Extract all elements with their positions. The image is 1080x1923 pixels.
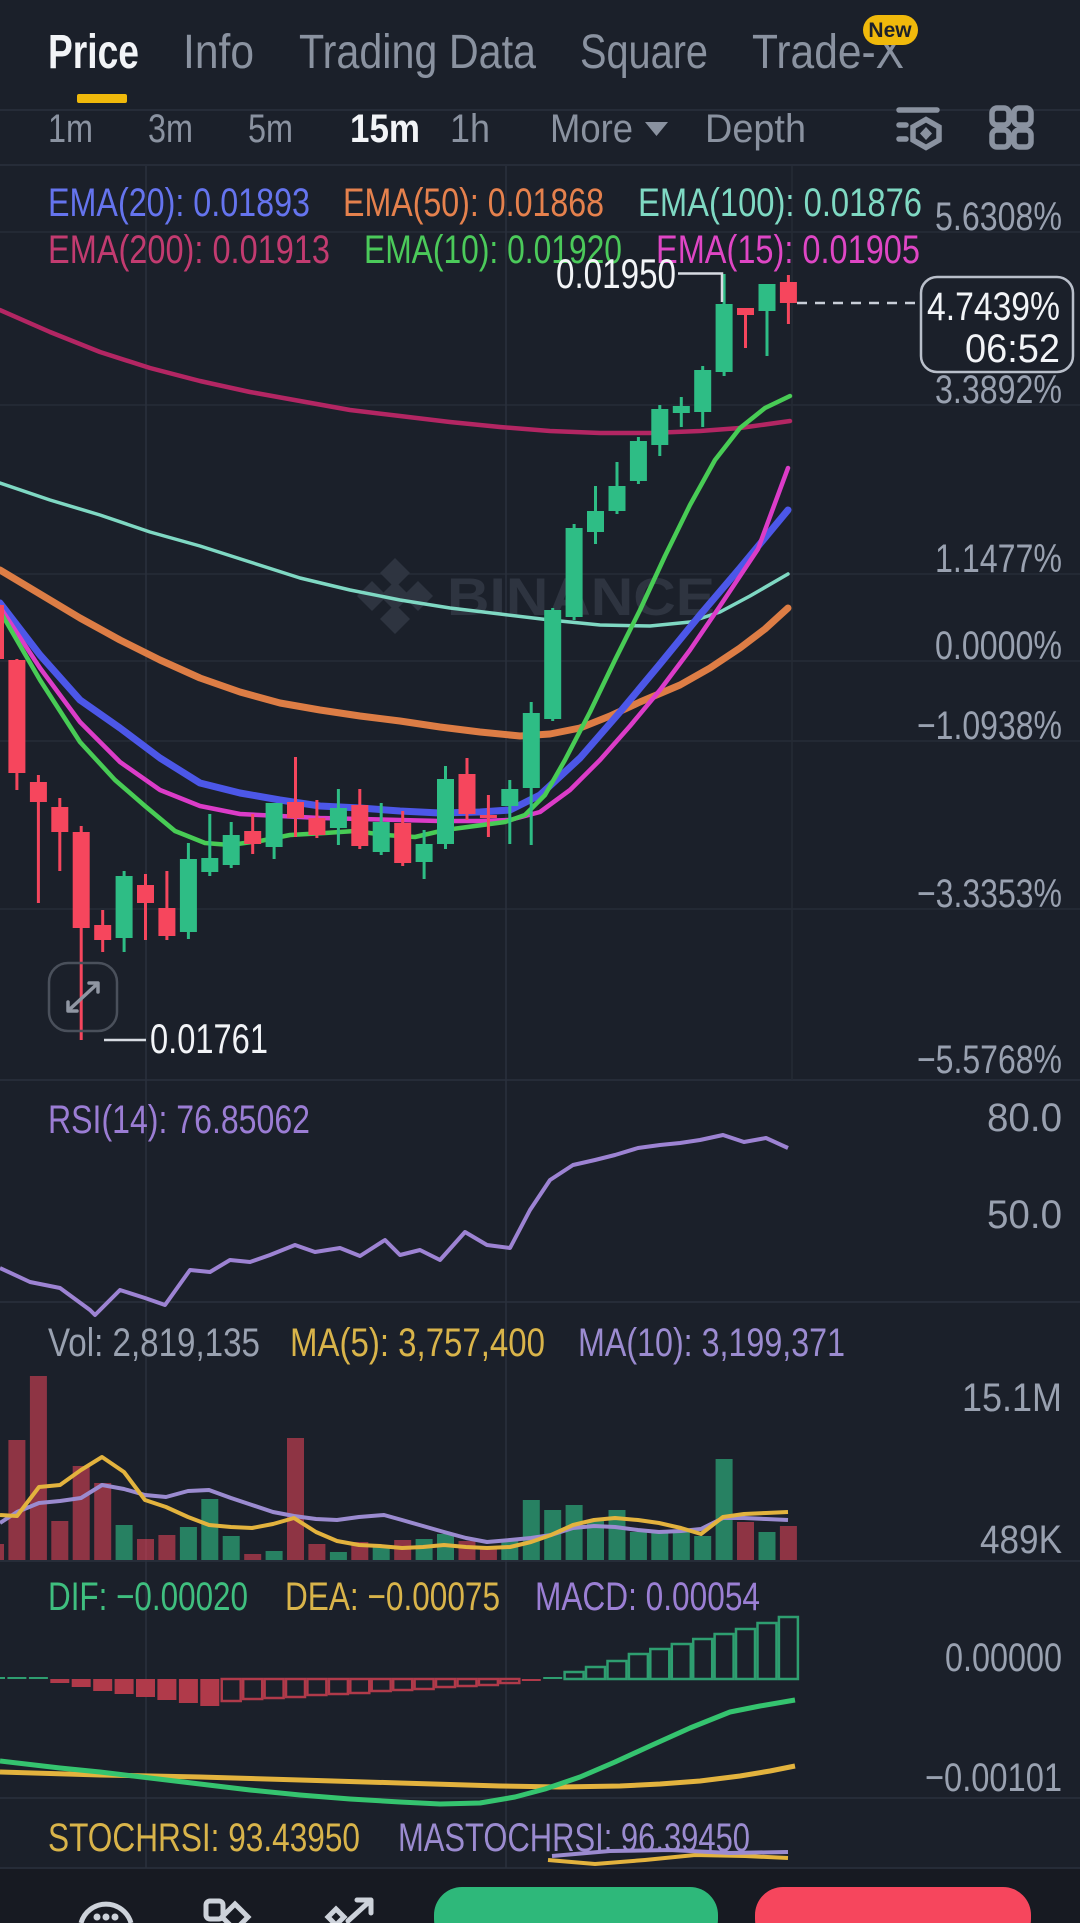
- svg-text:MACD: 0.00054: MACD: 0.00054: [535, 1575, 760, 1619]
- svg-text:3m: 3m: [148, 107, 193, 151]
- svg-text:−5.5768%: −5.5768%: [917, 1038, 1062, 1082]
- svg-text:EMA(20): 0.01893: EMA(20): 0.01893: [48, 181, 310, 225]
- svg-text:4.7439%: 4.7439%: [927, 285, 1060, 329]
- svg-text:EMA(50): 0.01868: EMA(50): 0.01868: [343, 181, 604, 225]
- svg-text:Info: Info: [183, 26, 254, 79]
- svg-text:Square: Square: [580, 26, 708, 79]
- svg-text:0.00000: 0.00000: [945, 1636, 1062, 1680]
- svg-text:0.01950: 0.01950: [556, 250, 676, 297]
- svg-text:489K: 489K: [980, 1518, 1062, 1562]
- svg-text:More: More: [550, 107, 633, 151]
- svg-text:−1.0938%: −1.0938%: [917, 704, 1062, 748]
- svg-text:DIF: −0.00020: DIF: −0.00020: [48, 1575, 248, 1619]
- svg-text:MA(5): 3,757,400: MA(5): 3,757,400: [290, 1321, 545, 1365]
- svg-text:1m: 1m: [48, 107, 93, 151]
- svg-text:5m: 5m: [248, 107, 293, 151]
- svg-text:15m: 15m: [350, 107, 420, 151]
- svg-text:1h: 1h: [450, 107, 490, 151]
- svg-text:EMA(100): 0.01876: EMA(100): 0.01876: [638, 181, 922, 225]
- svg-text:MA(10): 3,199,371: MA(10): 3,199,371: [578, 1321, 845, 1365]
- svg-text:−0.00101: −0.00101: [925, 1756, 1062, 1800]
- svg-text:0.01761: 0.01761: [150, 1015, 268, 1062]
- svg-text:3.3892%: 3.3892%: [935, 368, 1062, 412]
- svg-text:06:52: 06:52: [965, 327, 1060, 371]
- svg-text:80.0: 80.0: [987, 1096, 1062, 1140]
- svg-text:RSI(14): 76.85062: RSI(14): 76.85062: [48, 1098, 310, 1142]
- svg-text:Vol: 2,819,135: Vol: 2,819,135: [48, 1321, 260, 1365]
- svg-text:15.1M: 15.1M: [962, 1376, 1062, 1420]
- svg-text:5.6308%: 5.6308%: [935, 195, 1062, 239]
- svg-text:Trading Data: Trading Data: [299, 26, 536, 79]
- svg-text:New: New: [868, 19, 912, 42]
- svg-text:0.0000%: 0.0000%: [935, 624, 1062, 668]
- svg-text:Price: Price: [48, 26, 139, 79]
- svg-text:50.0: 50.0: [987, 1193, 1062, 1237]
- svg-text:1.1477%: 1.1477%: [935, 537, 1062, 581]
- svg-text:EMA(200): 0.01913: EMA(200): 0.01913: [48, 228, 330, 272]
- svg-text:EMA(10): 0.01920: EMA(10): 0.01920: [364, 228, 622, 272]
- svg-text:Depth: Depth: [705, 107, 806, 151]
- svg-text:DEA: −0.00075: DEA: −0.00075: [285, 1575, 500, 1619]
- svg-text:STOCHRSI: 93.43950: STOCHRSI: 93.43950: [48, 1816, 360, 1860]
- svg-text:EMA(15): 0.01905: EMA(15): 0.01905: [656, 228, 920, 272]
- svg-text:−3.3353%: −3.3353%: [917, 872, 1062, 916]
